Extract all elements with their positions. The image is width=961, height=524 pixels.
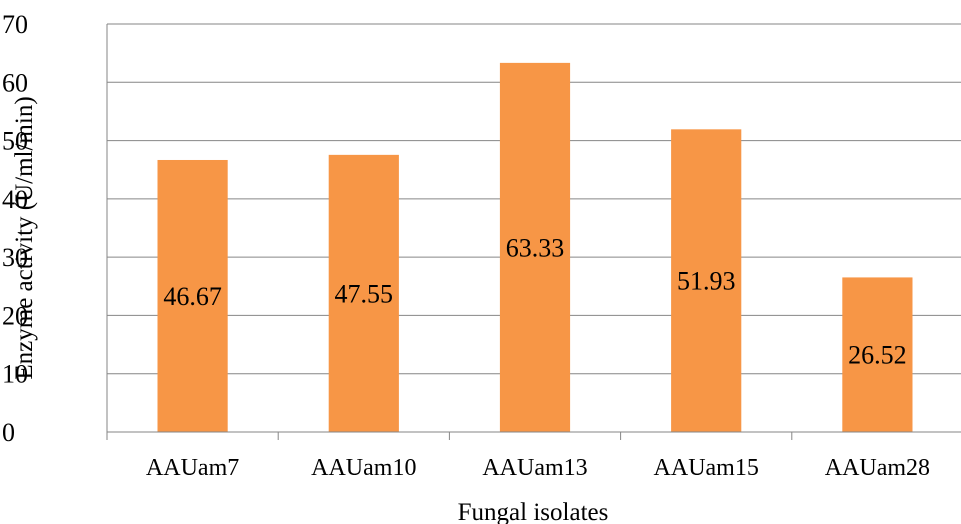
x-category-label: AAUam28: [825, 455, 930, 481]
y-tick-label: 20: [2, 301, 28, 330]
x-category-label: AAUam10: [311, 455, 416, 481]
bar: [499, 62, 571, 432]
bars: [157, 62, 913, 433]
bar: [842, 277, 913, 432]
y-tick-label: 60: [2, 68, 28, 97]
data-label: 26.52: [848, 341, 907, 370]
bar: [328, 154, 399, 432]
data-label: 46.67: [163, 282, 222, 311]
y-tick-label: 40: [2, 185, 28, 214]
bar: [157, 159, 228, 432]
data-label: 47.55: [335, 279, 394, 308]
y-tick-label: 70: [2, 10, 28, 39]
y-tick-labels: 0 10 20 30 40 50 60 70: [2, 10, 28, 447]
y-tick-label: 0: [2, 418, 15, 447]
x-category-label: AAUam15: [654, 455, 759, 481]
x-category-label: AAUam13: [482, 455, 587, 481]
data-label: 63.33: [506, 233, 565, 262]
axes: [106, 24, 961, 440]
x-category-labels: AAUam7 AAUam10 AAUam13 AAUam15 AAUam28: [146, 455, 930, 481]
x-axis-title: Fungal isolates: [458, 499, 609, 524]
y-tick-label: 50: [2, 127, 28, 156]
y-axis-title: Enzyme activity (U/ml/min): [11, 96, 38, 379]
data-label: 51.93: [677, 267, 736, 296]
data-labels: 46.67 47.55 63.33 51.93 26.52: [163, 233, 906, 369]
x-category-label: AAUam7: [146, 455, 239, 481]
bar: [671, 129, 742, 433]
y-tick-label: 30: [2, 243, 28, 272]
y-tick-label: 10: [2, 360, 28, 389]
